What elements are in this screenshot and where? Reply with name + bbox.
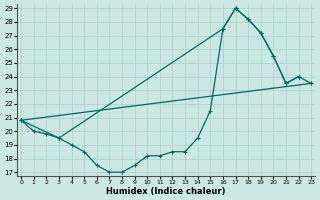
X-axis label: Humidex (Indice chaleur): Humidex (Indice chaleur) [107, 187, 226, 196]
